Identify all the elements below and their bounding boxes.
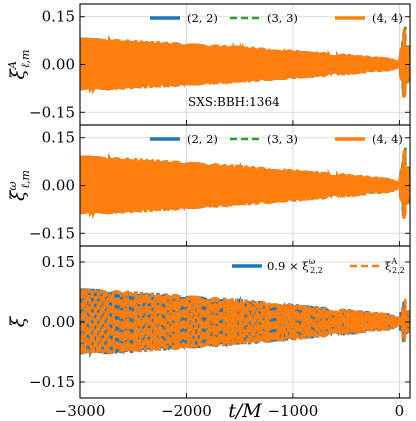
x-tick-label: −1000	[268, 402, 319, 420]
x-tick-label: 0	[395, 402, 405, 420]
panel-2: −0.15 0.00 0.15 ξωℓ,m (2, 2) (3, 3) (4, 4)	[6, 124, 411, 247]
panel-1: −0.15 0.00 0.15 ξAℓ,m (2, 2) (3, 3) (4, 4) SXS:…	[6, 3, 411, 126]
y-tick-label: 0.00	[42, 313, 75, 331]
series-line-3	[80, 149, 410, 219]
legend-label: ξA 2,2	[385, 257, 405, 275]
legend-label: (3, 3)	[267, 132, 298, 146]
y-tick-label: 0.15	[42, 253, 75, 271]
simulation-annotation: SXS:BBH:1364	[188, 95, 280, 109]
y-tick-label: 0.00	[42, 56, 75, 74]
legend-label: (2, 2)	[187, 11, 218, 25]
y-axis-label: ξωℓ,m	[6, 170, 32, 201]
y-axis-label: ξ	[7, 315, 29, 327]
legend-label: (3, 3)	[267, 11, 298, 25]
panel-3: −0.15 0.00 0.15 ξ 0.9 × ξω 2,2 ξA 2,2 −3000 −2000…	[7, 245, 411, 421]
x-tick-label: −3000	[55, 402, 106, 420]
y-axis-label: ξAℓ,m	[6, 50, 32, 80]
x-tick-label: −2000	[161, 402, 212, 420]
y-tick-label: 0.15	[42, 8, 75, 26]
series-line-3	[80, 28, 410, 98]
legend-label: 0.9 × ξω 2,2	[267, 257, 323, 275]
y-tick-label: 0.00	[42, 177, 75, 195]
series-line-2	[80, 288, 410, 357]
y-tick-label: 0.15	[42, 129, 75, 147]
y-tick-label: −0.15	[29, 224, 75, 242]
y-tick-label: −0.15	[29, 373, 75, 391]
legend-label: (2, 2)	[187, 132, 218, 146]
y-tick-label: −0.15	[29, 103, 75, 121]
legend-label: (4, 4)	[372, 132, 403, 146]
legend-label: (4, 4)	[372, 11, 403, 25]
x-axis-label: t/M	[228, 400, 262, 421]
